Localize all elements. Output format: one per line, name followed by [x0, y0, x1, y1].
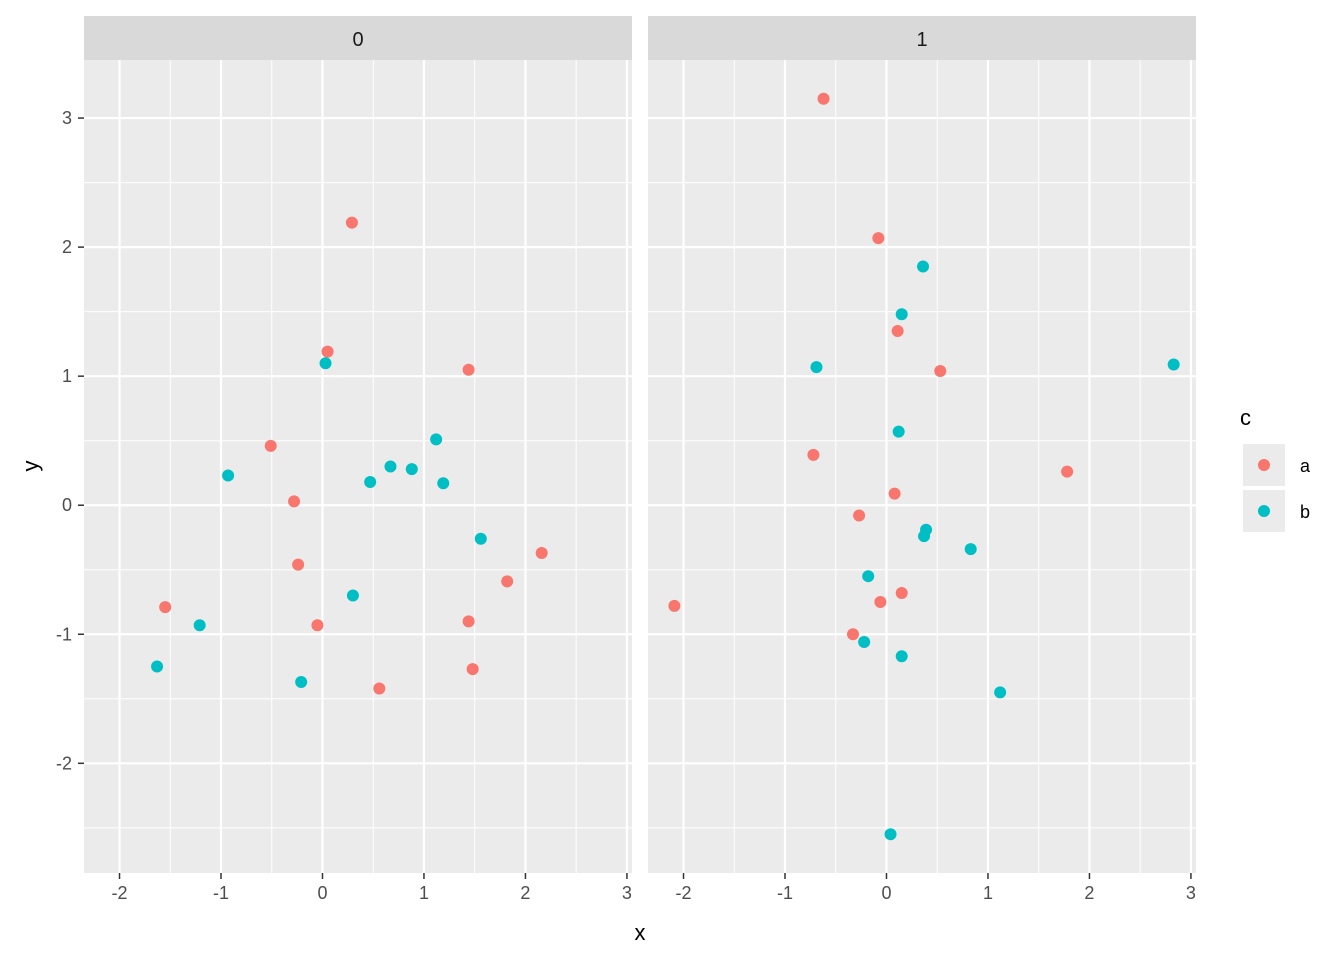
- data-point-b: [222, 469, 235, 482]
- facet-strip: [648, 16, 1196, 60]
- data-point-a: [345, 216, 358, 229]
- data-point-b: [917, 260, 930, 273]
- facet-strip-label: 1: [916, 29, 927, 51]
- data-point-b: [364, 475, 377, 488]
- data-point-b: [994, 686, 1007, 699]
- data-point-a: [373, 682, 386, 695]
- data-point-b: [437, 477, 450, 490]
- data-point-a: [807, 448, 820, 461]
- panels: 0 -2 -1 0 1 2 3 -2 -1 0 1 2 3 1 -2 -1 0 1 2 3: [56, 16, 1196, 903]
- data-point-a: [891, 325, 904, 337]
- data-point-b: [918, 530, 931, 543]
- x-tick-label: -1: [213, 883, 229, 903]
- x-axis-title: x: [635, 920, 646, 945]
- data-point-a: [846, 628, 859, 641]
- legend-title: c: [1240, 405, 1251, 430]
- data-point-a: [872, 232, 885, 245]
- data-point-a: [1061, 465, 1074, 478]
- plot-background: [648, 60, 1196, 873]
- data-point-a: [462, 615, 475, 628]
- facet-strip: [84, 16, 632, 60]
- legend-items: ab: [1243, 444, 1311, 532]
- data-point-b: [151, 660, 164, 673]
- data-point-a: [934, 365, 947, 378]
- legend-key-b: [1258, 505, 1270, 517]
- data-point-b: [319, 357, 332, 370]
- x-tick-label: 3: [622, 883, 632, 903]
- legend: c ab: [1240, 405, 1311, 532]
- x-tick-label: 0: [881, 883, 891, 903]
- data-point-b: [474, 532, 487, 545]
- data-point-a: [288, 495, 301, 508]
- data-point-b: [892, 425, 905, 438]
- x-tick-label: 1: [983, 883, 993, 903]
- data-point-a: [321, 345, 334, 358]
- x-tick-label: -2: [676, 883, 692, 903]
- data-point-b: [1167, 358, 1180, 371]
- x-tick-label: 0: [317, 883, 327, 903]
- legend-label-b: b: [1300, 502, 1310, 522]
- data-point-a: [311, 619, 324, 632]
- axis-titles: x y: [18, 461, 646, 946]
- x-tick-label: 3: [1186, 883, 1196, 903]
- x-tick-label: 2: [520, 883, 530, 903]
- data-point-b: [430, 433, 443, 446]
- plot-background: [84, 60, 632, 873]
- y-tick-label: -1: [56, 624, 72, 644]
- panel-0: 0 -2 -1 0 1 2 3 -2 -1 0 1 2 3: [56, 16, 632, 903]
- legend-key-a: [1258, 459, 1270, 471]
- x-tick-label: 2: [1084, 883, 1094, 903]
- x-tick-label: 1: [419, 883, 429, 903]
- data-point-b: [810, 361, 823, 374]
- y-tick-label: 3: [62, 108, 72, 128]
- x-tick-label: -1: [777, 883, 793, 903]
- data-point-b: [895, 308, 908, 321]
- y-tick-label: -2: [56, 753, 72, 773]
- data-point-a: [264, 439, 277, 452]
- data-point-a: [888, 487, 901, 500]
- y-tick-label: 2: [62, 237, 72, 257]
- data-point-a: [895, 586, 908, 599]
- data-point-b: [295, 676, 308, 689]
- data-point-b: [384, 460, 397, 473]
- data-point-a: [466, 663, 479, 676]
- data-point-a: [535, 546, 548, 559]
- data-point-b: [346, 589, 359, 602]
- data-point-b: [405, 463, 418, 476]
- data-point-b: [862, 570, 875, 583]
- data-point-a: [874, 596, 887, 608]
- data-point-a: [853, 509, 866, 522]
- data-point-b: [858, 636, 871, 649]
- x-tick-label: -2: [112, 883, 128, 903]
- data-point-a: [668, 599, 681, 612]
- data-point-a: [817, 92, 830, 105]
- legend-label-a: a: [1300, 456, 1311, 476]
- y-tick-label: 1: [62, 366, 72, 386]
- data-point-a: [159, 601, 172, 614]
- data-point-b: [964, 543, 977, 556]
- data-point-a: [501, 575, 514, 588]
- facet-strip-label: 0: [352, 29, 363, 51]
- data-point-b: [193, 619, 206, 632]
- y-tick-label: 0: [62, 495, 72, 515]
- panel-1: 1 -2 -1 0 1 2 3: [648, 16, 1196, 903]
- y-axis-title: y: [18, 461, 43, 472]
- data-point-b: [895, 650, 908, 663]
- data-point-a: [292, 558, 305, 571]
- data-point-b: [884, 828, 897, 841]
- data-point-a: [462, 363, 475, 376]
